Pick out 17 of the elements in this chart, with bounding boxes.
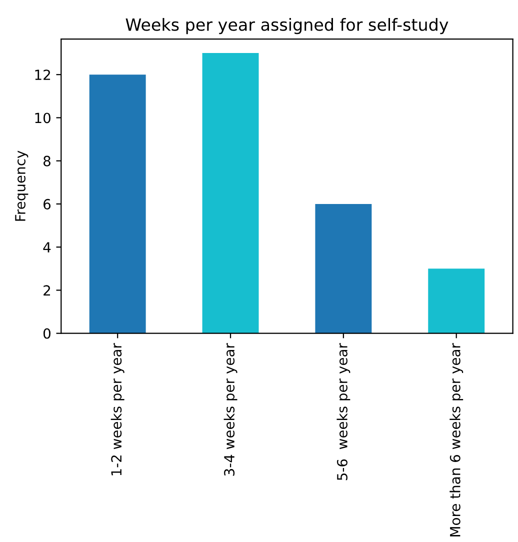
y-tick-label: 10 xyxy=(35,112,50,124)
x-tick-label: More than 6 weeks per year xyxy=(450,343,464,536)
y-tick-label: 12 xyxy=(35,70,50,80)
x-tick-label: 1-2 weeks per year xyxy=(110,343,124,476)
y-axis-title: Frequency xyxy=(15,150,28,221)
y-tick-label: 8 xyxy=(44,156,50,166)
bar xyxy=(315,204,372,334)
y-tick-label: 2 xyxy=(44,285,50,296)
x-tick-label: 5-6 weeks per year xyxy=(336,343,350,480)
y-tick-label: 0 xyxy=(43,328,50,339)
bar xyxy=(202,53,259,334)
y-tick-label: 6 xyxy=(44,198,51,210)
bar xyxy=(89,74,146,334)
chart-title: Weeks per year assigned for self-study xyxy=(126,18,448,34)
bar xyxy=(428,268,485,334)
y-tick-label: 4 xyxy=(43,242,51,252)
x-tick-label: 3-4 weeks per year xyxy=(224,343,238,476)
